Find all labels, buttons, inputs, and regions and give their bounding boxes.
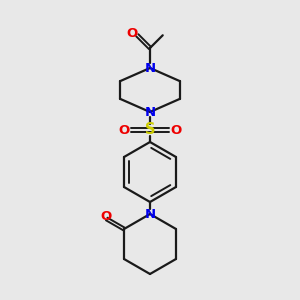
Text: O: O: [170, 124, 182, 136]
Text: N: N: [144, 208, 156, 220]
Text: O: O: [118, 124, 130, 136]
Text: O: O: [127, 27, 138, 40]
Text: N: N: [144, 61, 156, 74]
Text: S: S: [145, 122, 155, 137]
Text: N: N: [144, 106, 156, 118]
Text: O: O: [100, 211, 111, 224]
